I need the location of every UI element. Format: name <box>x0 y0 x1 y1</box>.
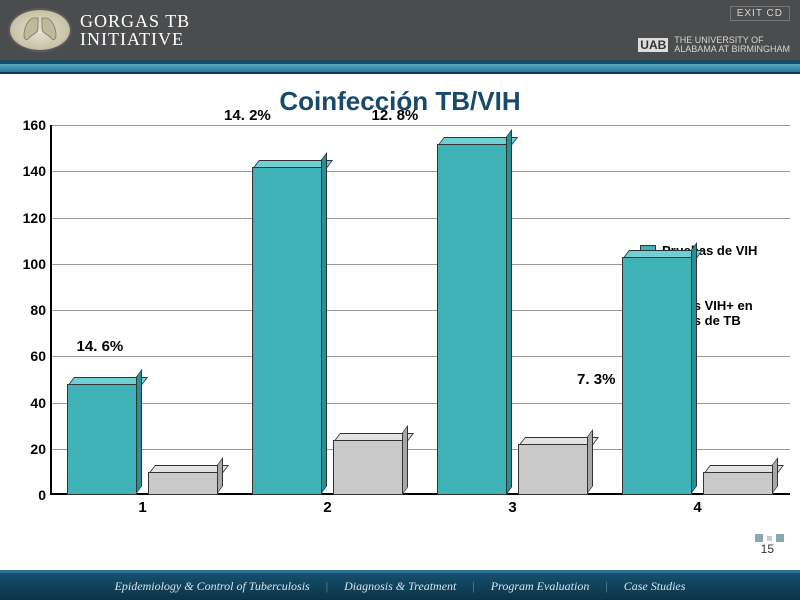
uab-mark: UAB <box>638 38 668 52</box>
footer-link[interactable]: Diagnosis & Treatment <box>344 579 456 594</box>
percent-label: 12. 8% <box>372 107 419 124</box>
bar <box>622 257 692 495</box>
exit-cd-button[interactable]: EXIT CD <box>730 6 790 21</box>
prev-icon[interactable] <box>755 534 763 542</box>
bar-group <box>235 125 420 495</box>
percent-label: 7. 3% <box>577 371 615 388</box>
bar <box>67 384 137 495</box>
bar <box>333 440 403 496</box>
percent-label: 14. 6% <box>77 338 124 355</box>
next-icon[interactable] <box>776 534 784 542</box>
y-tick: 140 <box>23 163 46 179</box>
percent-label: 14. 2% <box>224 107 271 124</box>
y-axis: 020406080100120140160 <box>12 125 46 495</box>
chart: 020406080100120140160 1234 14. 6%14. 2%1… <box>10 125 790 525</box>
header-accent-stripe <box>0 64 800 74</box>
footer-link[interactable]: Case Studies <box>624 579 686 594</box>
y-tick: 160 <box>23 117 46 133</box>
y-tick: 120 <box>23 210 46 226</box>
footer-separator: | <box>605 579 607 594</box>
page-number: 15 <box>761 542 774 556</box>
x-tick: 1 <box>50 499 235 525</box>
bar <box>148 472 218 495</box>
y-tick: 40 <box>30 395 46 411</box>
uab-affiliation: UAB THE UNIVERSITY OF ALABAMA AT BIRMING… <box>638 36 790 54</box>
header-bar: GORGAS TB INITIATIVE EXIT CD UAB THE UNI… <box>0 0 800 64</box>
slide-nav[interactable] <box>755 534 784 542</box>
brand-line1: GORGAS TB <box>80 12 190 30</box>
y-tick: 80 <box>30 302 46 318</box>
brand: GORGAS TB INITIATIVE <box>0 0 190 60</box>
plot-area: 020406080100120140160 1234 14. 6%14. 2%1… <box>50 125 790 525</box>
bar-group <box>420 125 605 495</box>
bar <box>252 167 322 495</box>
lungs-logo-icon <box>8 8 72 52</box>
footer-link[interactable]: Epidemiology & Control of Tuberculosis <box>115 579 310 594</box>
bars <box>50 125 790 495</box>
y-tick: 0 <box>38 487 46 503</box>
footer-separator: | <box>472 579 474 594</box>
bar <box>518 444 588 495</box>
nav-dot-icon <box>767 536 772 541</box>
footer-separator: | <box>326 579 328 594</box>
footer-nav: Epidemiology & Control of Tuberculosis | D… <box>0 570 800 600</box>
y-tick: 20 <box>30 441 46 457</box>
y-tick: 60 <box>30 348 46 364</box>
x-tick: 4 <box>605 499 790 525</box>
y-tick: 100 <box>23 256 46 272</box>
bar-group <box>50 125 235 495</box>
slide-content: Coinfección TB/VIH 020406080100120140160… <box>0 74 800 525</box>
bar <box>437 144 507 496</box>
x-axis: 1234 <box>50 499 790 525</box>
bar <box>703 472 773 495</box>
brand-line2: INITIATIVE <box>80 30 190 48</box>
x-tick: 2 <box>235 499 420 525</box>
uab-line2: ALABAMA AT BIRMINGHAM <box>674 45 790 54</box>
footer-link[interactable]: Program Evaluation <box>491 579 590 594</box>
x-tick: 3 <box>420 499 605 525</box>
